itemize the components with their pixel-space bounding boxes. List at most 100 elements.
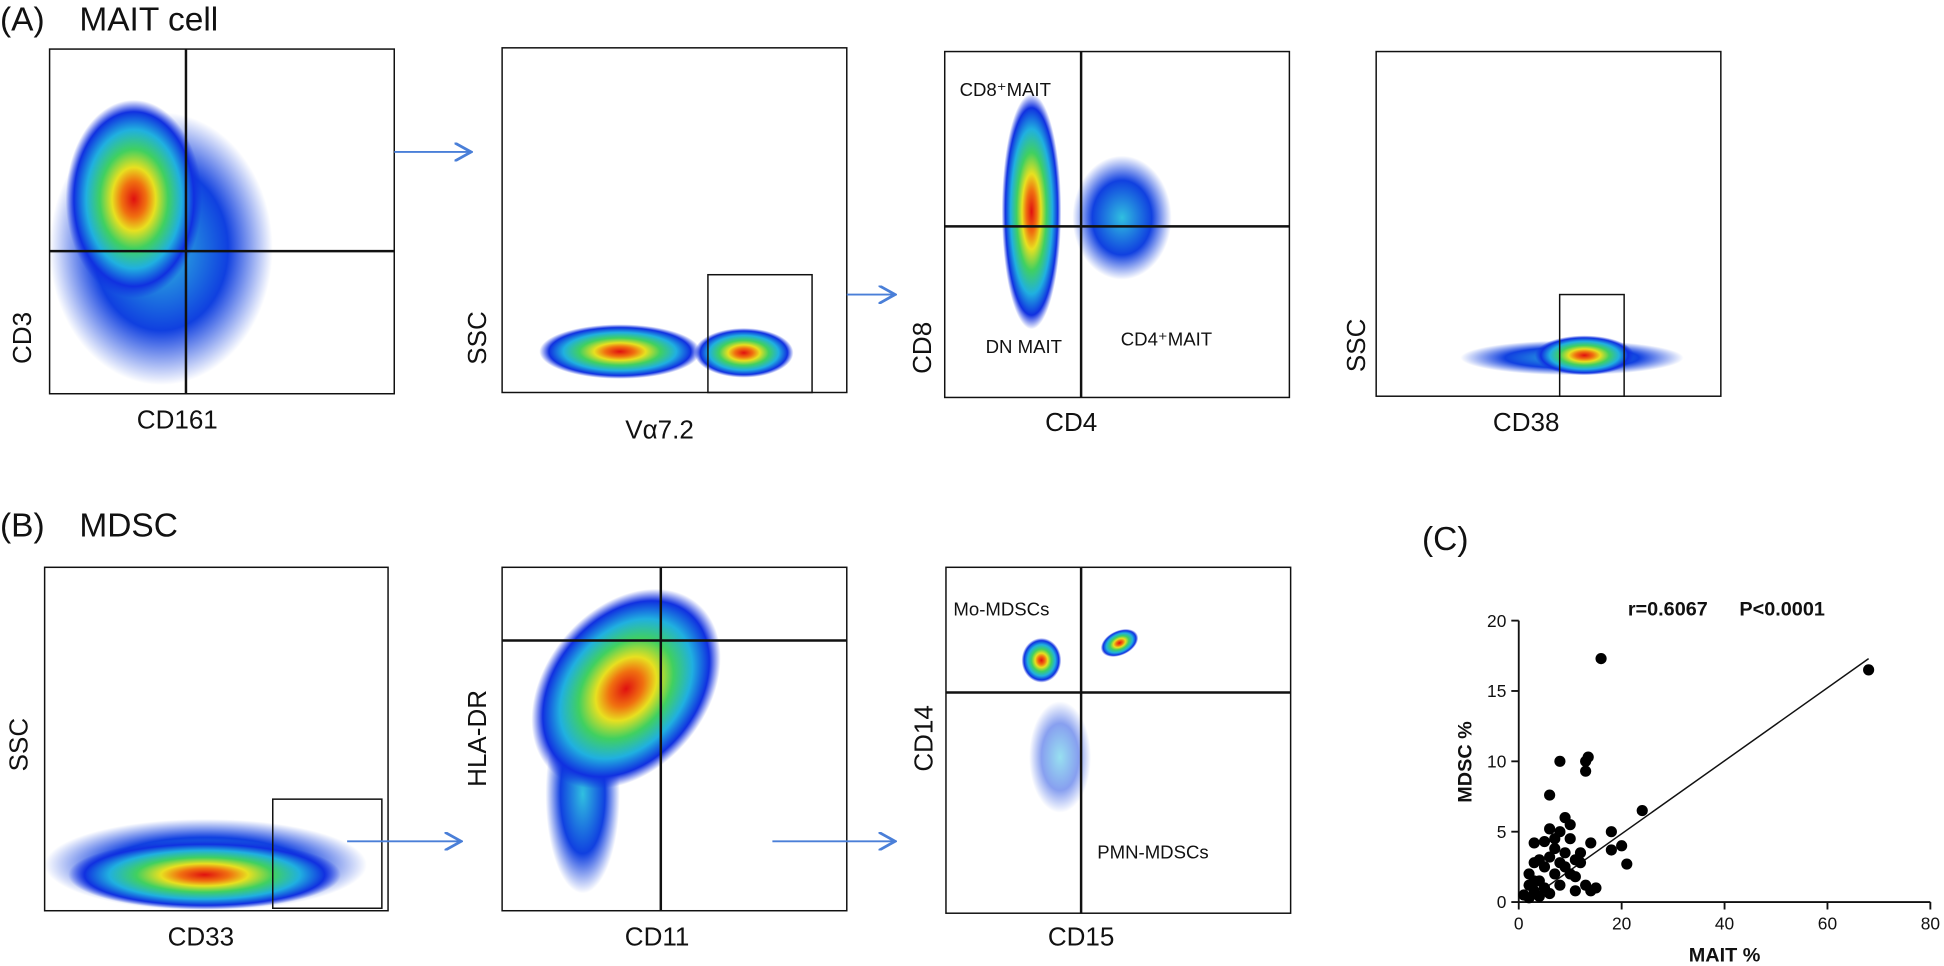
y-axis-label: CD8 [907, 322, 937, 374]
y-tick-label: 15 [1487, 681, 1506, 701]
point [1616, 840, 1628, 852]
y-axis-label: HLA-DR [462, 690, 492, 787]
panel-label: (C) [1422, 521, 1468, 558]
y-axis-label: SSC [3, 718, 33, 771]
point [1605, 844, 1617, 856]
x-axis-label: CD15 [1048, 921, 1115, 951]
point [1621, 858, 1633, 870]
plot-frame [501, 566, 848, 912]
x-axis-label: CD4 [1045, 407, 1097, 437]
plot-frame [1375, 50, 1722, 397]
y-axis-label: CD14 [908, 705, 938, 772]
x-tick-label: 40 [1715, 913, 1734, 933]
point [1544, 823, 1556, 835]
density [694, 328, 794, 378]
panel-label: (A) [0, 1, 45, 38]
gate-label: CD8⁺MAIT [960, 79, 1051, 100]
y-tick-label: 10 [1487, 752, 1506, 772]
x-axis-label: CD161 [137, 404, 218, 434]
plot-frame [945, 566, 1292, 914]
point [1554, 879, 1566, 891]
y-axis-label: CD3 [7, 312, 37, 364]
point [1574, 857, 1587, 869]
plot-frame [43, 566, 389, 912]
point [1528, 837, 1540, 849]
y-tick-label: 5 [1497, 822, 1507, 842]
density [68, 840, 341, 910]
point [1549, 842, 1561, 855]
point [1590, 882, 1602, 894]
y-tick-label: 20 [1487, 611, 1506, 631]
x-axis-label: CD11 [625, 921, 690, 951]
flow-plot: Vα7.2 SSC [462, 47, 848, 444]
flow-plot: CD33 SSC [3, 566, 389, 951]
x-tick-label: 0 [1514, 913, 1524, 933]
point [1580, 879, 1592, 891]
gate-label: PMN-MDSCs [1097, 842, 1208, 863]
point [1554, 857, 1566, 869]
point [1544, 851, 1556, 863]
density [531, 588, 721, 789]
y-axis-label: MDSC % [1455, 721, 1477, 803]
density [1029, 701, 1092, 813]
point [1564, 833, 1576, 845]
point [1863, 664, 1875, 676]
point [1528, 857, 1540, 869]
flow-plot: CD8⁺MAIT DN MAIT CD4⁺MAIT CD4 CD8 [907, 50, 1291, 437]
point [1569, 885, 1581, 897]
scatter-plot: 0 5 10 15 20 0 20 40 60 80 [1487, 611, 1940, 934]
density [1072, 155, 1172, 280]
point [1538, 882, 1551, 894]
x-tick-label: 20 [1612, 913, 1631, 933]
density [539, 324, 701, 379]
density [1534, 335, 1635, 376]
gate-label: Mo-MDSCs [953, 599, 1049, 620]
point [1538, 835, 1551, 848]
gate [1558, 293, 1625, 397]
point [1538, 861, 1551, 873]
annotation: r=0.6067 [1628, 599, 1708, 621]
gate-label: DN MAIT [986, 336, 1062, 357]
x-axis-label: CD38 [1493, 407, 1560, 437]
point [1533, 890, 1545, 903]
fit-line [1536, 658, 1870, 895]
panel-title: MAIT cell [79, 1, 218, 38]
y-axis-label: SSC [1341, 319, 1371, 373]
x-axis-label: CD33 [168, 921, 235, 951]
gate-label: CD4⁺MAIT [1121, 328, 1212, 349]
panel-label: (B) [0, 507, 45, 544]
density [1021, 637, 1062, 683]
flow-plot: Mo-MDSCs PMN-MDSCs CD15 CD14 [908, 566, 1292, 951]
point [1528, 875, 1540, 887]
point [1585, 837, 1597, 849]
point [1549, 868, 1561, 880]
point [1636, 805, 1648, 817]
flow-plot: CD11 HLA-DR [462, 566, 848, 951]
flow-plot: CD38 SSC [1341, 50, 1722, 437]
y-axis-label: SSC [462, 311, 492, 365]
point [1569, 871, 1581, 883]
point [1595, 653, 1607, 665]
y-tick-label: 0 [1497, 892, 1507, 912]
flow-plot: CD161 CD3 [7, 48, 395, 434]
x-axis-label: MAIT % [1689, 945, 1761, 966]
point [1554, 755, 1566, 767]
plot-frame [501, 47, 848, 394]
x-tick-label: 60 [1818, 913, 1837, 933]
annotation: P<0.0001 [1739, 599, 1824, 621]
gate [707, 273, 813, 394]
density [65, 99, 203, 299]
point [1544, 789, 1556, 801]
plot-frame [943, 50, 1291, 399]
point [1559, 847, 1571, 859]
plot-frame [48, 48, 395, 395]
density [1001, 93, 1062, 330]
point [1580, 755, 1592, 767]
x-axis-label: Vα7.2 [625, 414, 694, 444]
panel-title: MDSC [79, 507, 178, 544]
x-tick-label: 80 [1921, 913, 1940, 933]
density [1100, 628, 1139, 657]
gate [272, 798, 383, 909]
point [1580, 765, 1592, 777]
